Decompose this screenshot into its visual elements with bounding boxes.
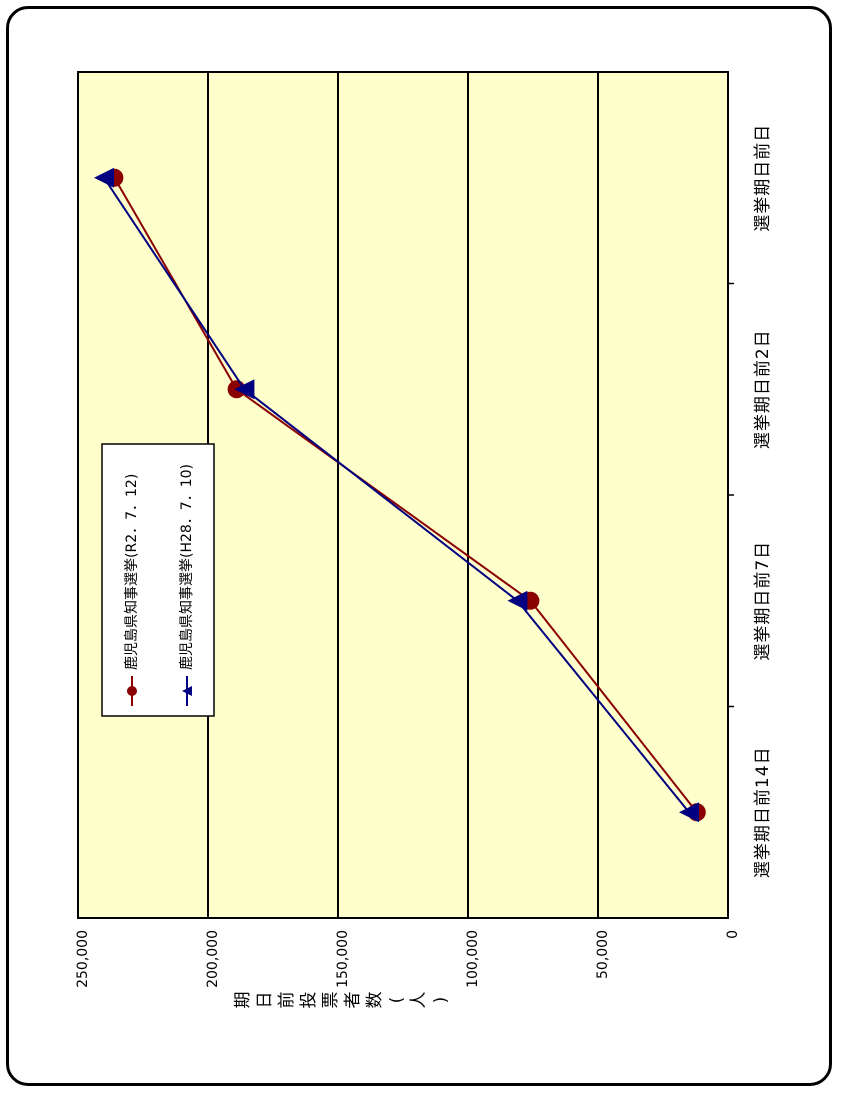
value-tick-label: 250,000 bbox=[75, 930, 91, 988]
y-axis-title-char: 数 bbox=[365, 992, 385, 1009]
series-line bbox=[103, 177, 690, 813]
legend-swatch-marker bbox=[182, 686, 192, 696]
data-point-triangle bbox=[234, 379, 255, 400]
value-axis-ticks: 0 50,000 100,000 150,000 200,000 250,000 bbox=[75, 930, 741, 988]
legend-box bbox=[101, 443, 215, 717]
value-tick-label: 200,000 bbox=[205, 930, 221, 988]
legend-swatch-marker bbox=[127, 686, 137, 696]
category-label: 選挙期日前2日 bbox=[753, 329, 773, 449]
category-label: 選挙期日前14日 bbox=[753, 746, 773, 878]
legend: 鹿児島県知事選挙(R2．7．12) 鹿児島県知事選挙(H28．7．10) bbox=[101, 443, 215, 717]
y-axis-title-char: 人 bbox=[409, 992, 429, 1009]
category-label: 選挙期日前7日 bbox=[753, 541, 773, 661]
y-axis-title-char: 票 bbox=[321, 992, 341, 1009]
legend-label: 鹿児島県知事選挙(R2．7．12) bbox=[123, 474, 140, 670]
legend-label: 鹿児島県知事選挙(H28．7．10) bbox=[178, 464, 195, 670]
data-point-triangle bbox=[679, 802, 699, 823]
y-axis-title: 期日前投票者数(人) bbox=[233, 992, 451, 1009]
y-axis-title-char: 前 bbox=[277, 992, 297, 1009]
value-tick-label: 100,000 bbox=[465, 930, 481, 988]
value-tick-label: 50,000 bbox=[595, 930, 611, 979]
series-layer bbox=[94, 167, 706, 823]
y-axis-title-char: 者 bbox=[343, 992, 363, 1009]
y-axis-title-char: 投 bbox=[299, 992, 319, 1009]
series-line bbox=[113, 177, 698, 813]
y-axis-title-char: ) bbox=[431, 997, 451, 1004]
value-tick-label: 150,000 bbox=[335, 930, 351, 988]
data-point-triangle bbox=[507, 590, 528, 611]
category-label: 選挙期日前日 bbox=[753, 124, 773, 232]
y-axis-title-char: ( bbox=[387, 997, 407, 1004]
data-point-triangle bbox=[94, 167, 114, 188]
y-axis-title-char: 期 bbox=[233, 992, 253, 1009]
y-axis-title-char: 日 bbox=[255, 992, 275, 1009]
chart-frame bbox=[6, 6, 832, 1086]
value-tick-label: 0 bbox=[725, 930, 741, 939]
